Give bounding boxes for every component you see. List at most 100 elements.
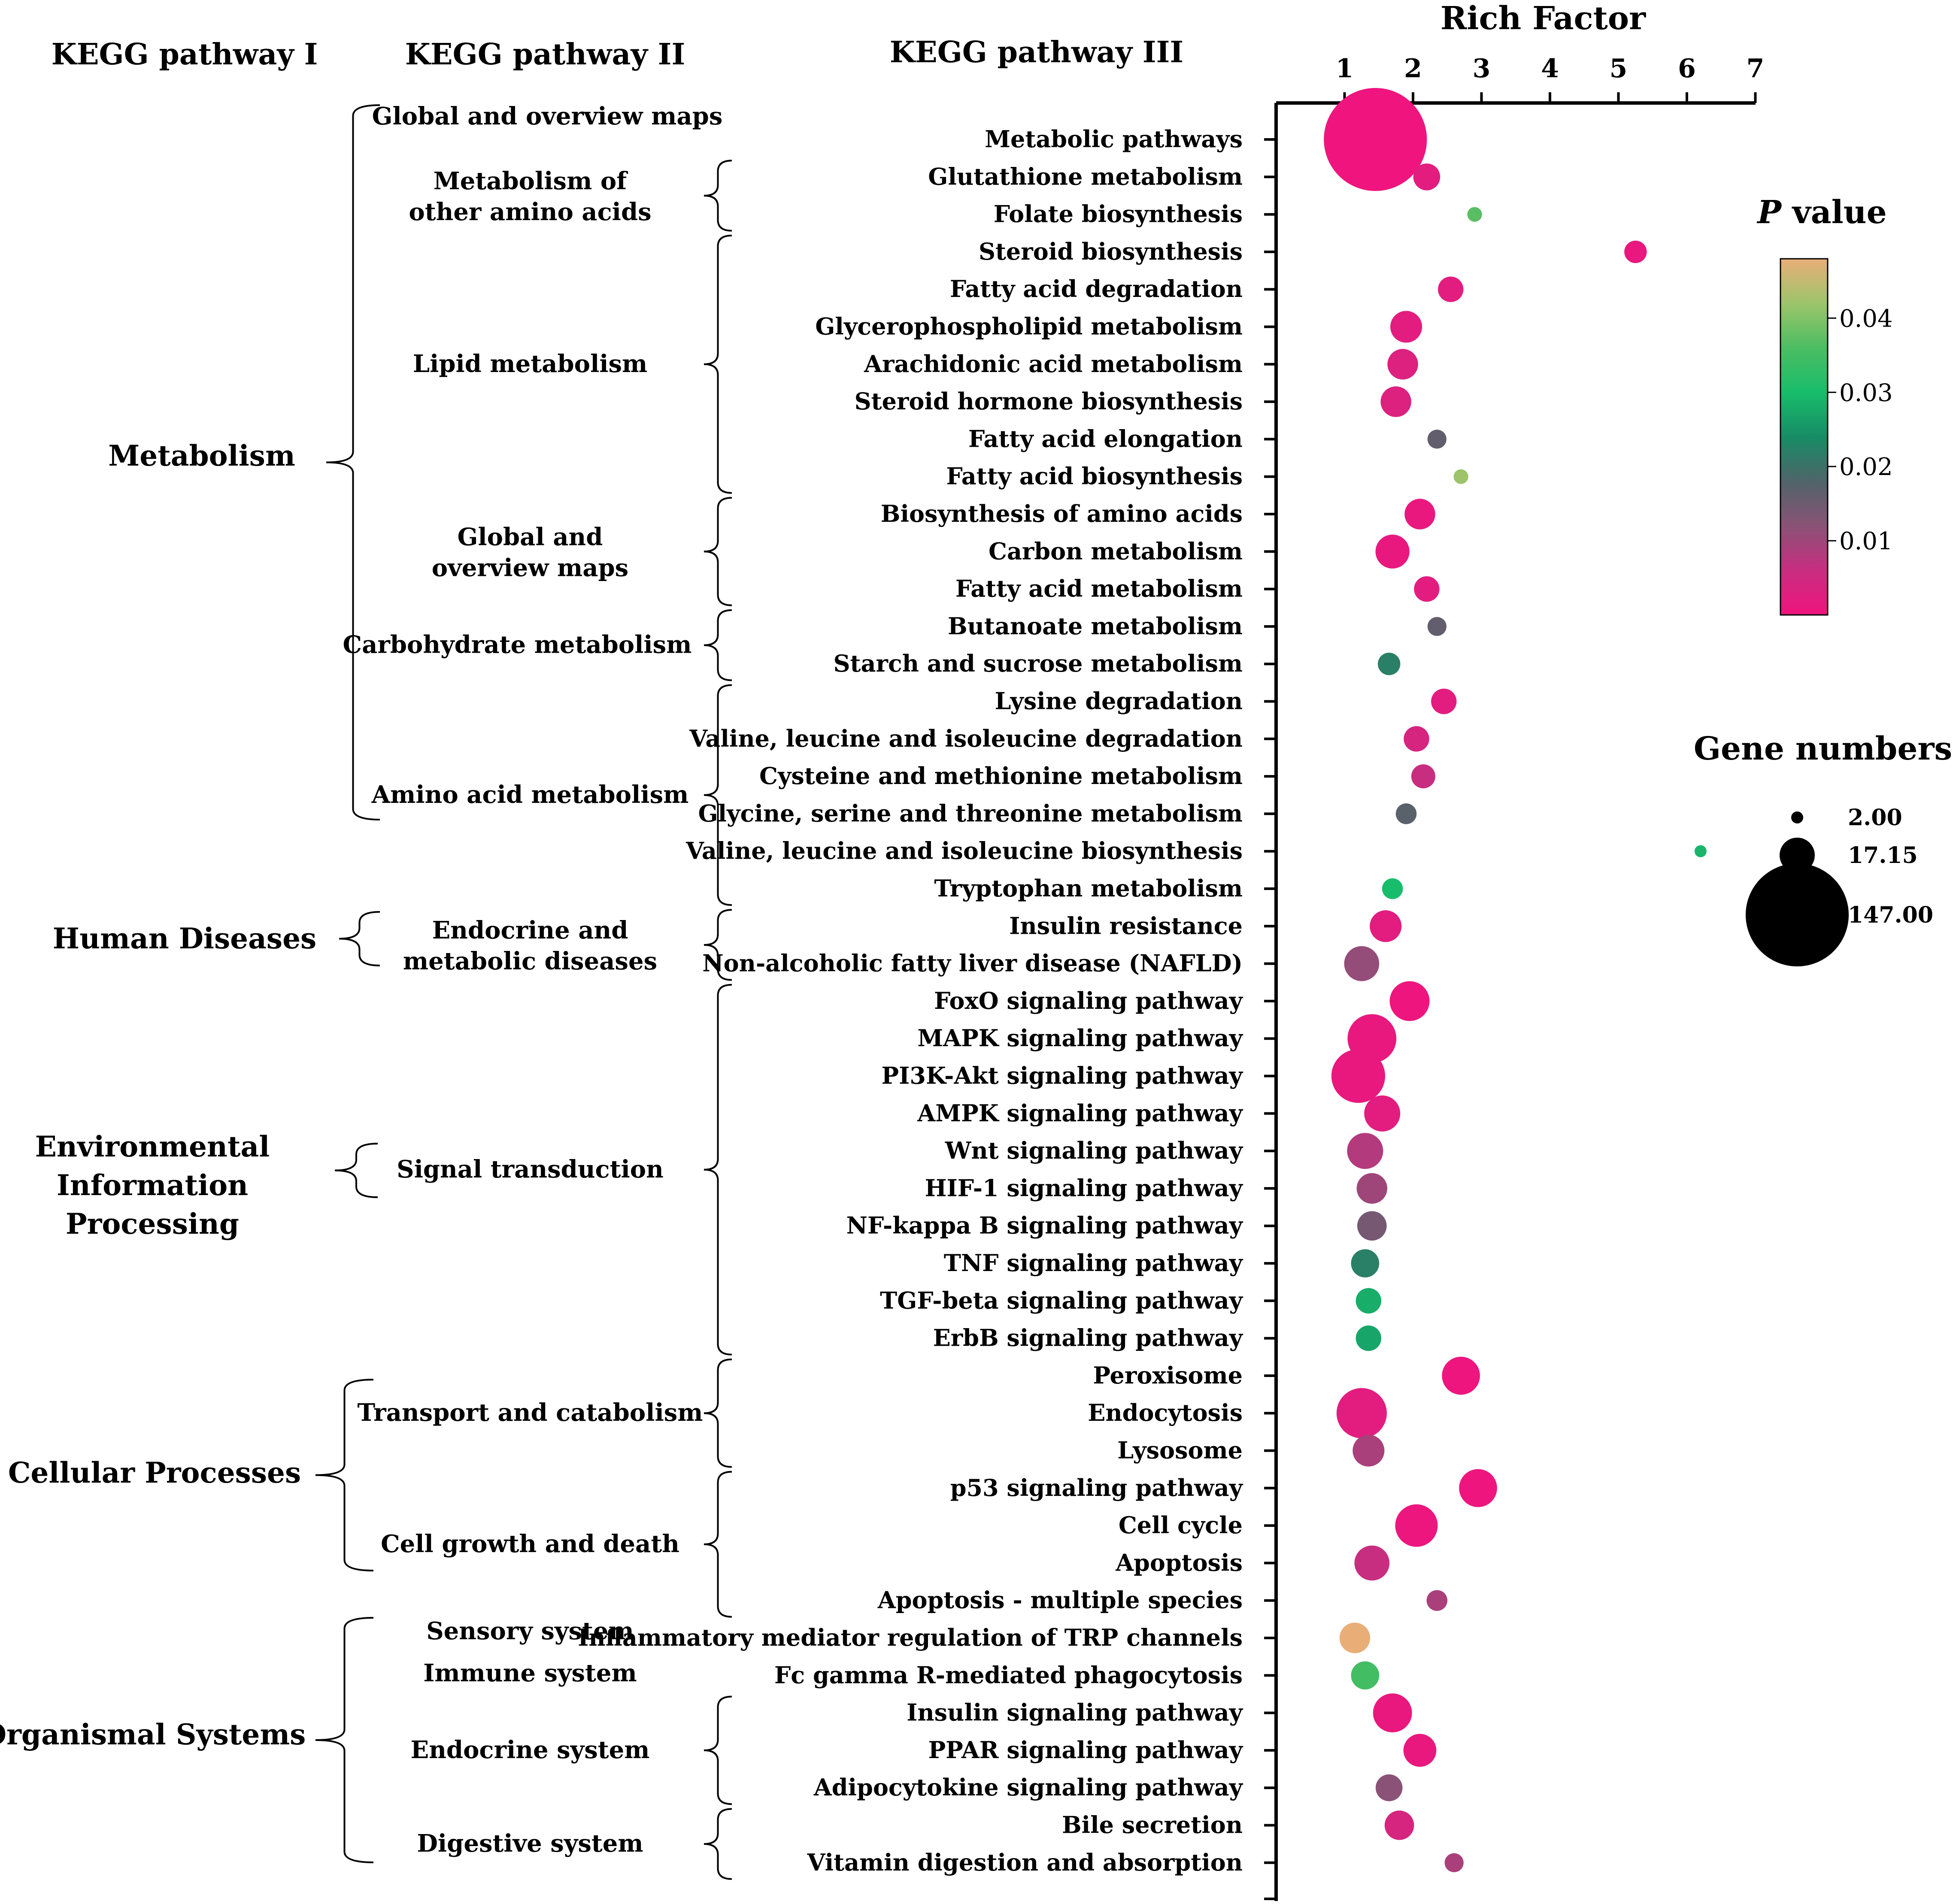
level1-label: Cellular Processes [8,1456,301,1489]
level2-label: Endocrine system [411,1736,650,1764]
size-legend-label: 2.00 [1848,805,1902,831]
level1-label: Environmental [35,1130,270,1163]
pathway-label: Peroxisome [1093,1362,1243,1389]
gene-numbers-legend-title: Gene numbers [1694,730,1952,767]
pathway-label: Fatty acid biosynthesis [946,463,1243,490]
pathway-label: Lysine degradation [995,687,1243,715]
level2-groups: Global and overview maps Metabolism of oth… [343,102,732,1880]
pathway-label: NF-kappa B signaling pathway [846,1212,1243,1239]
header-kegg-level3: KEGG pathway III [890,35,1183,70]
pathway-label: Fatty acid degradation [950,275,1243,303]
pathway-label: Butanoate metabolism [948,612,1243,640]
bubble-point [1331,1049,1386,1103]
x-ticks: 1 2 3 4 5 6 7 [1336,54,1765,103]
pathway-label: Glycine, serine and threonine metabolism [698,799,1243,827]
level2-label: Lipid metabolism [413,350,648,378]
colorbar-tick-label: 0.01 [1839,527,1893,555]
pathway-label: Biosynthesis of amino acids [881,500,1243,527]
level1-label: Human Diseases [53,922,316,955]
level1-label: Organismal Systems [0,1718,306,1751]
bubble-point [1427,617,1447,636]
level1-brace [334,1143,378,1198]
bubble-point [1404,499,1435,530]
pathway-label: Vitamin digestion and absorption [807,1849,1243,1876]
bubble-point [1414,576,1440,602]
x-tick-label: 5 [1610,54,1628,84]
level2-label: Global and [458,523,603,551]
level2-brace [704,160,732,232]
x-tick-label: 4 [1541,54,1559,84]
header-kegg-level1: KEGG pathway I [52,37,318,72]
level2-label: other amino acids [409,198,651,226]
level2-brace [704,1695,732,1805]
pathway-label: Steroid hormone biosynthesis [855,387,1243,415]
pathway-label: Apoptosis [1115,1549,1243,1576]
bubble-point [1453,469,1468,484]
p-value-legend-title: P value [1756,194,1886,231]
bubble-point [1413,163,1440,191]
x-axis-title: Rich Factor [1440,0,1646,37]
level1-brace [315,1379,374,1571]
bubble-point [1351,1249,1380,1277]
pathway-label: MAPK signaling pathway [917,1024,1243,1052]
bubble-point [1411,764,1435,789]
size-legend-circle [1745,863,1849,967]
pathway-label: Non-alcoholic fatty liver disease (NAFLD… [702,950,1243,977]
pathway-label: Cysteine and methionine metabolism [759,762,1243,790]
bubble-point [1356,1325,1382,1351]
bubble-point [1344,946,1380,981]
level2-brace [704,1358,732,1468]
bubble-point [1390,311,1422,343]
level1-groups: Metabolism Human Diseases Environmental Inf… [0,104,380,1863]
pathway-label: Insulin signaling pathway [907,1699,1243,1726]
level2-brace [704,909,732,981]
level2-brace [704,1471,732,1618]
header-kegg-level2: KEGG pathway II [405,37,685,72]
level2-label: Endocrine and [432,916,628,944]
level2-label: metabolic diseases [403,947,657,975]
bubble-point [1347,1133,1383,1169]
level2-brace [704,234,732,494]
bubble-point [1339,1622,1371,1653]
pathway-label: Inflammatory mediator regulation of TRP … [578,1624,1243,1651]
x-tick-label: 7 [1747,54,1765,84]
pathway-label: TNF signaling pathway [944,1249,1243,1277]
bubble-point [1380,386,1411,417]
pathway-label: AMPK signaling pathway [917,1099,1243,1127]
x-tick-label: 2 [1404,54,1422,84]
pathway-label: Valine, leucine and isoleucine biosynthe… [685,837,1243,865]
size-legend-circle [1780,838,1815,873]
pathway-label: Fatty acid metabolism [955,575,1243,602]
level1-brace [326,104,380,820]
level2-label: Signal transduction [397,1155,664,1184]
pathway-label: p53 signaling pathway [950,1474,1243,1501]
pathway-label: ErbB signaling pathway [933,1324,1243,1352]
level2-brace [704,609,732,681]
level2-brace [704,497,732,606]
pathway-label: PPAR signaling pathway [928,1736,1243,1764]
level1-label: Metabolism [108,439,295,472]
bubble-point [1351,1661,1380,1690]
bubble-point [1377,653,1401,675]
pathway-label: Glutathione metabolism [928,163,1243,190]
bubble-point [1356,1173,1387,1204]
bubble-point [1373,1693,1412,1732]
bubble-point [1375,534,1410,569]
pathway-label: Carbon metabolism [989,537,1243,565]
level2-brace [704,684,732,906]
pathway-labels: Metabolic pathways Glutathione metabolism… [578,125,1243,1876]
pathway-label: Metabolic pathways [985,125,1243,153]
bubble-point [1387,349,1418,380]
bubble-point [1431,688,1457,714]
level2-label: Cell growth and death [381,1530,679,1558]
pathway-label: Steroid biosynthesis [979,238,1243,265]
level1-brace [315,1617,374,1863]
pathway-label: Cell cycle [1119,1511,1243,1539]
pathway-label: PI3K-Akt signaling pathway [882,1062,1243,1090]
pathway-label: Bile secretion [1062,1811,1243,1839]
pathway-label: Folate biosynthesis [994,200,1243,228]
bubble-point [1438,276,1464,302]
pathway-label: Wnt signaling pathway [945,1137,1243,1164]
pathway-label: Valine, leucine and isoleucine degradati… [689,725,1243,752]
